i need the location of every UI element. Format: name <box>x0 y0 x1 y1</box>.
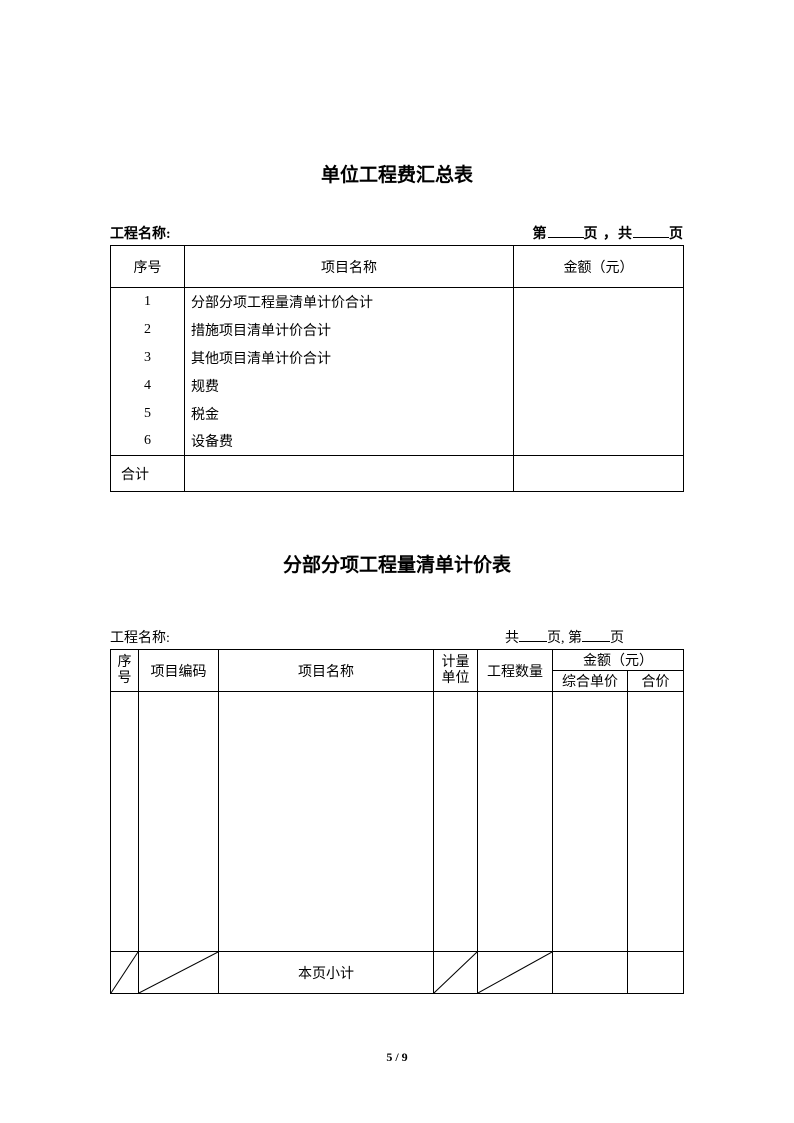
col-name: 项目名称 <box>219 650 434 692</box>
diagonal-icon <box>139 952 218 993</box>
table1-header-line: 工程名称: 第页 ，共页 <box>110 223 684 243</box>
table2-title: 分部分项工程量清单计价表 <box>110 550 684 577</box>
col-amount: 金额（元） <box>553 650 684 671</box>
page-label-2: 共页, 第页 <box>505 627 684 647</box>
project-name-label: 工程名称: <box>110 223 171 243</box>
col-seq: 序号 <box>111 650 139 692</box>
col-unit-price: 综合单价 <box>553 671 628 692</box>
page-number: 5 / 9 <box>0 1050 794 1065</box>
detail-table: 序号 项目编码 项目名称 计量单位 工程数量 金额（元） 综合单价 合价 本页小… <box>110 649 684 994</box>
col-name: 项目名称 <box>185 246 514 288</box>
project-name-label-2: 工程名称: <box>110 627 170 647</box>
page-label: 第页 ，共页 <box>533 223 685 243</box>
col-unit: 计量单位 <box>434 650 478 692</box>
total-row: 合计 <box>111 456 684 492</box>
subtotal-row: 本页小计 <box>111 952 684 994</box>
summary-table: 序号 项目名称 金额（元） 1 分部分项工程量清单计价合计 2 措施项目清单计价… <box>110 245 684 492</box>
table1-title: 单位工程费汇总表 <box>110 160 684 187</box>
col-qty: 工程数量 <box>478 650 553 692</box>
diagonal-icon <box>434 952 477 993</box>
col-code: 项目编码 <box>139 650 219 692</box>
col-seq: 序号 <box>111 246 185 288</box>
table2-header-line: 工程名称: 共页, 第页 <box>110 627 684 647</box>
diagonal-icon <box>478 952 552 993</box>
table-row <box>111 692 684 952</box>
col-total: 合价 <box>628 671 684 692</box>
diagonal-icon <box>111 952 138 993</box>
table-row: 1 分部分项工程量清单计价合计 <box>111 288 684 316</box>
subtotal-label: 本页小计 <box>219 952 434 994</box>
col-amount: 金额（元） <box>514 246 684 288</box>
